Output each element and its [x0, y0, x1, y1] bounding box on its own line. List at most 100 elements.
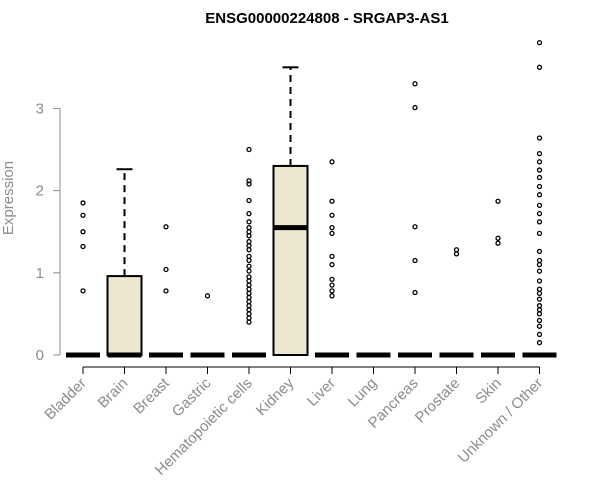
outlier-point — [536, 183, 543, 190]
box — [272, 164, 309, 356]
outlier-point — [246, 286, 252, 292]
outlier-point — [453, 247, 460, 253]
outlier-point — [329, 230, 335, 236]
outlier-point — [536, 290, 543, 297]
chart-title: ENSG00000224808 - SRGAP3-AS1 — [205, 10, 448, 27]
outlier-point — [246, 247, 252, 253]
outlier-point — [246, 290, 252, 297]
outlier-point — [163, 266, 169, 273]
outlier-point — [536, 219, 543, 225]
outlier-point — [536, 192, 543, 198]
x-tick-label: Brain — [95, 375, 132, 412]
y-tick-label: 1 — [36, 265, 44, 282]
x-tick-label: Kidney — [253, 374, 298, 419]
outlier-point — [536, 174, 543, 181]
outlier-point — [536, 159, 543, 165]
y-tick-label: 2 — [36, 183, 44, 200]
outlier-point — [329, 253, 335, 260]
box-group — [66, 200, 100, 358]
boxes-layer — [66, 39, 557, 358]
outlier-point — [536, 296, 543, 302]
outlier-point — [204, 293, 211, 299]
outlier-point — [246, 274, 252, 280]
outlier-point — [246, 311, 252, 317]
outlier-point — [536, 135, 543, 141]
box-group — [398, 81, 432, 358]
outlier-point — [329, 293, 335, 299]
outlier-point — [536, 64, 543, 70]
box-group — [149, 224, 183, 358]
outlier-point — [246, 197, 252, 204]
y-axis: 0 1 2 3 — [36, 100, 61, 364]
outlier-point — [246, 303, 252, 309]
box-group — [315, 159, 349, 358]
outlier-point — [246, 219, 252, 225]
outlier-point — [246, 210, 252, 217]
outlier-point — [329, 198, 335, 204]
outlier-point — [246, 282, 252, 288]
outlier-point — [80, 212, 86, 218]
outlier-point — [536, 323, 543, 329]
outlier-point — [536, 303, 543, 309]
outlier-point — [246, 229, 252, 235]
x-tick-label: Lung — [345, 375, 381, 411]
outlier-point — [80, 243, 86, 250]
outlier-point — [495, 235, 501, 241]
box-group — [481, 198, 515, 358]
outlier-point — [536, 278, 543, 284]
outlier-point — [536, 210, 543, 217]
x-tick-label: Breast — [130, 374, 173, 417]
outlier-point — [163, 224, 169, 230]
y-tick-label: 3 — [36, 100, 44, 117]
outlier-point — [246, 263, 252, 269]
outlier-point — [246, 268, 252, 274]
outlier-point — [246, 298, 252, 305]
outlier-point — [329, 276, 335, 283]
outlier-point — [536, 331, 543, 338]
outlier-point — [412, 257, 418, 264]
box — [106, 275, 143, 357]
outlier-point — [536, 268, 543, 274]
outlier-point — [536, 340, 543, 346]
outlier-point — [329, 159, 335, 165]
box-group — [190, 293, 225, 358]
x-tick-label: Bladder — [41, 375, 90, 424]
outlier-point — [246, 233, 252, 239]
outlier-point — [246, 294, 252, 301]
x-tick-label: Skin — [472, 375, 505, 408]
outlier-point — [536, 317, 543, 324]
outlier-point — [246, 238, 252, 245]
y-tick-label: 0 — [36, 347, 44, 364]
outlier-point — [536, 39, 543, 46]
box-group — [522, 39, 557, 358]
outlier-point — [163, 288, 169, 294]
outlier-point — [495, 198, 501, 204]
outlier-point — [412, 104, 418, 111]
outlier-point — [329, 282, 335, 288]
x-tick-label: Liver — [304, 375, 339, 410]
outlier-point — [246, 243, 252, 249]
box-group — [106, 168, 143, 358]
outlier-point — [329, 261, 335, 268]
outlier-point — [536, 150, 543, 157]
outlier-point — [536, 311, 543, 317]
outlier-point — [246, 146, 252, 153]
outlier-point — [246, 278, 252, 284]
box-group — [232, 146, 266, 358]
outlier-point — [453, 251, 460, 257]
outlier-point — [80, 229, 86, 235]
outlier-point — [246, 307, 252, 313]
outlier-point — [536, 307, 543, 313]
outlier-point — [329, 288, 335, 294]
x-tick-label: Prostate — [412, 375, 464, 427]
outlier-point — [246, 315, 252, 321]
outlier-point — [246, 178, 252, 184]
outlier-point — [495, 240, 501, 246]
outlier-point — [329, 212, 335, 218]
outlier-point — [536, 230, 543, 236]
outlier-point — [80, 200, 86, 206]
outlier-point — [329, 224, 335, 231]
box-group — [272, 66, 309, 356]
